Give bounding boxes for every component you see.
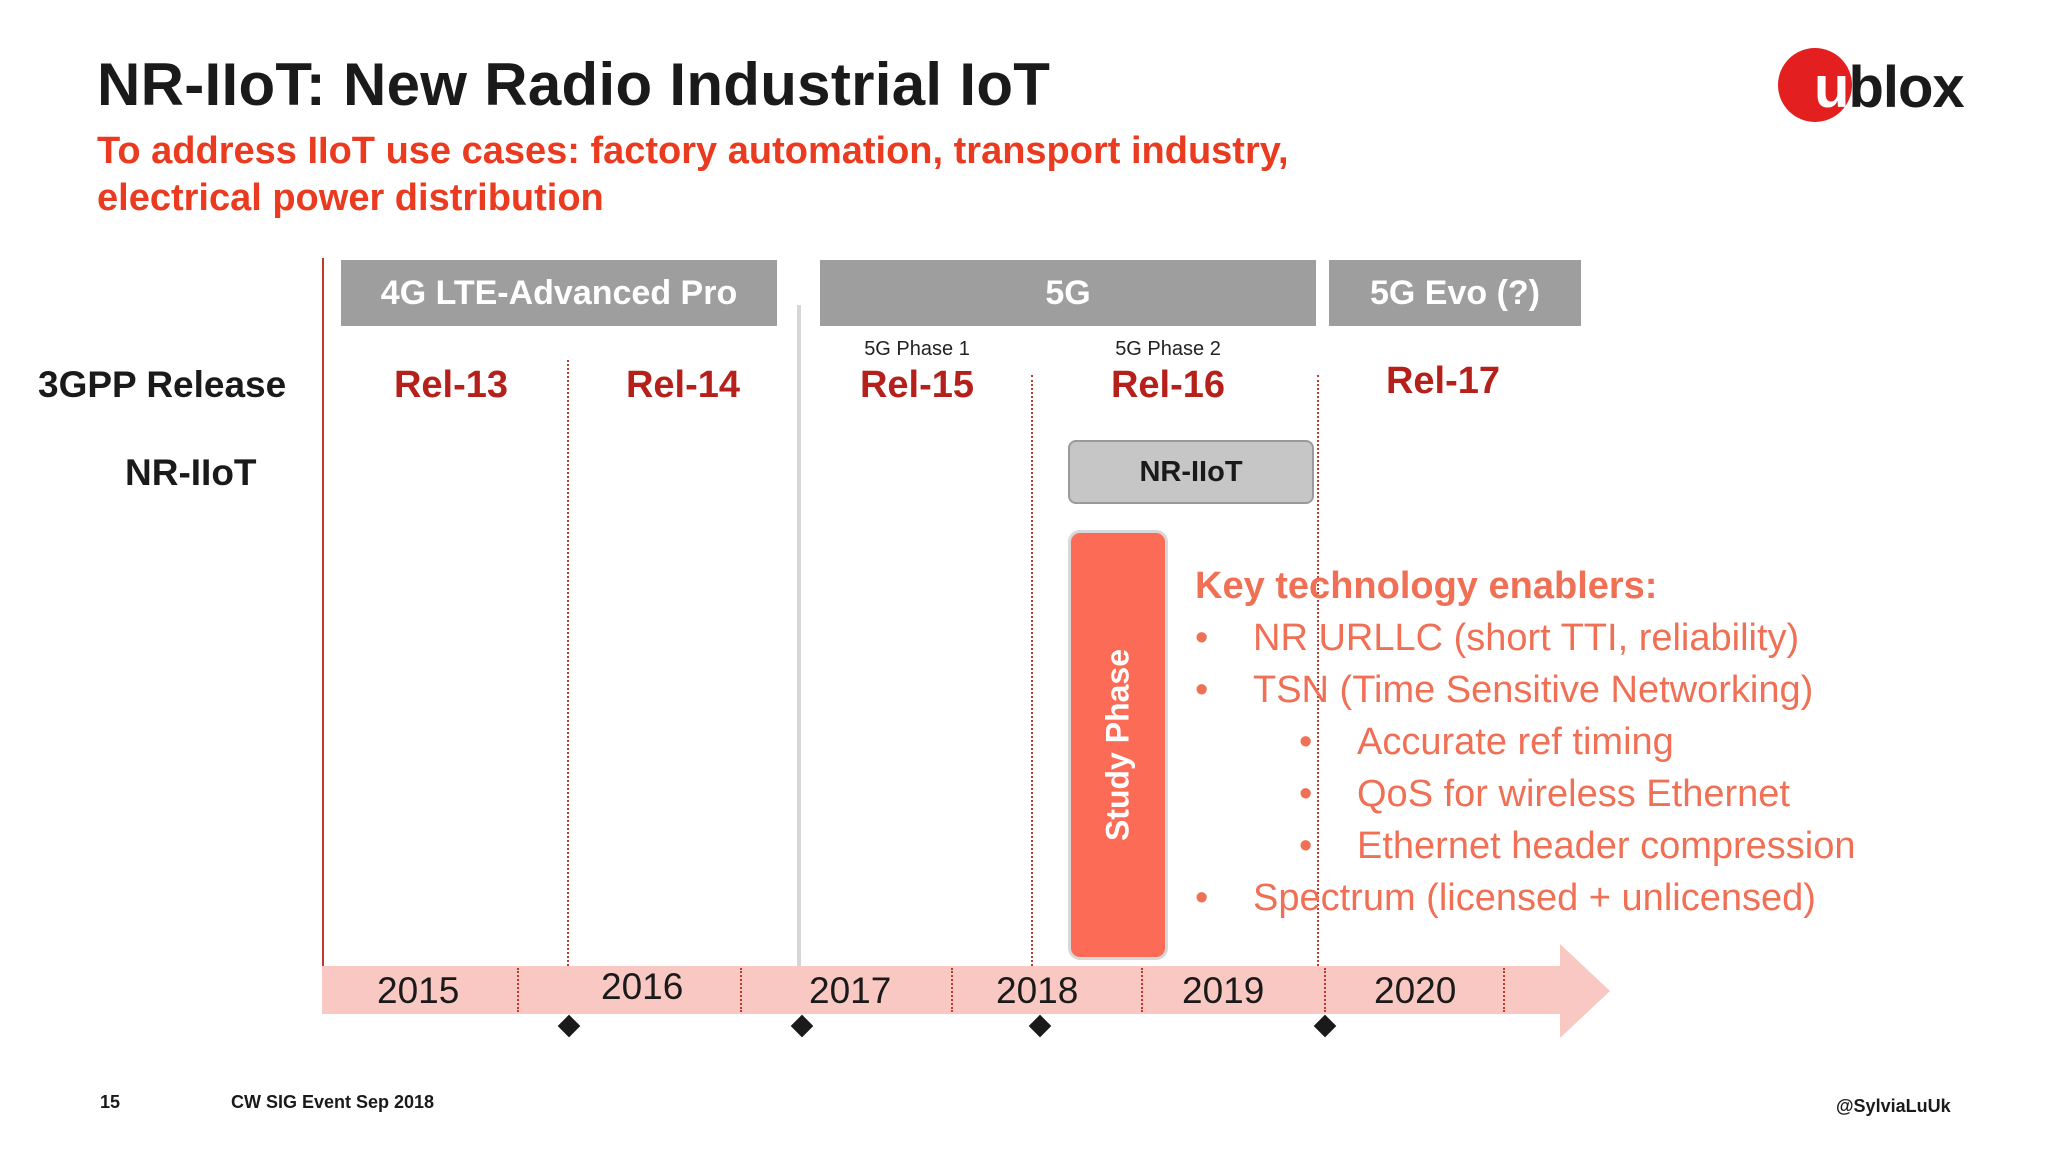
milestone-diamond-icon [1313,1014,1337,1038]
bullet-icon: • [1195,617,1209,659]
year-separator [1503,968,1505,1012]
enabler-subitem: • Accurate ref timing [1195,716,1856,768]
release-rel-17: Rel-17 [1385,360,1501,402]
divider-rel16-rel17 [1317,375,1319,966]
bullet-icon: • [1195,669,1209,711]
release-rel-13: Rel-13 [393,364,509,406]
era-5g: 5G [820,260,1316,326]
timeline-arrow-icon [1560,944,1610,1038]
timeline-bar [322,966,1562,1014]
bullet-icon: • [1299,773,1313,815]
divider-rel13-rel14 [567,360,569,966]
phase-label-2: 5G Phase 2 [1115,338,1221,360]
year-2016: 2016 [601,966,684,1007]
enabler-item: • TSN (Time Sensitive Networking) [1195,664,1856,716]
year-2017: 2017 [809,970,892,1011]
phase-label-1: 5G Phase 1 [864,338,970,360]
release-rel-16: Rel-16 [1110,364,1226,406]
year-separator [1324,968,1326,1012]
release-rel-15: Rel-15 [859,364,975,406]
milestone-diamond-icon [557,1014,581,1038]
year-separator [740,968,742,1012]
bullet-icon: • [1299,825,1313,867]
year-2020: 2020 [1374,970,1457,1011]
nriiot-bar: NR-IIoT [1068,440,1314,504]
era-4g-lte-advanced-pro: 4G LTE-Advanced Pro [341,260,777,326]
timeline-start-line [322,258,324,966]
bullet-icon: • [1299,721,1313,763]
enabler-subitem: • Ethernet header compression [1195,820,1856,872]
enabler-item: • NR URLLC (short TTI, reliability) [1195,612,1856,664]
logo-text: ublox [1814,55,1965,120]
study-phase-label: Study Phase [1099,648,1136,842]
bullet-icon: • [1195,877,1209,919]
enablers-heading: Key technology enablers: [1195,565,1658,607]
subtitle-line-2: electrical power distribution [97,177,604,219]
footer-event: CW SIG Event Sep 2018 [231,1092,435,1112]
slide-subtitle: To address IIoT use cases: factory autom… [97,128,1497,222]
logo-circle-icon [1778,48,1852,122]
era-5g-evo: 5G Evo (?) [1329,260,1581,326]
year-2015: 2015 [377,970,460,1011]
study-phase-bar: Study Phase [1068,530,1168,960]
year-separator [517,968,519,1012]
year-separator [951,968,953,1012]
milestone-diamond-icon [1028,1014,1052,1038]
key-enablers-list: Key technology enablers: • NR URLLC (shor… [1195,560,1856,924]
footer-handle: @SylviaLuUk [1836,1096,1951,1116]
release-rel-14: Rel-14 [625,364,741,406]
milestone-diamond-icon [790,1014,814,1038]
year-2018: 2018 [996,970,1079,1011]
page-number: 15 [100,1092,121,1112]
divider-4g-5g [797,305,801,966]
enabler-item: • Spectrum (licensed + unlicensed) [1195,872,1856,924]
year-separator [1141,968,1143,1012]
row-label-nriiot: NR-IIoT [125,452,257,493]
year-2019: 2019 [1182,970,1265,1011]
enabler-subitem: • QoS for wireless Ethernet [1195,768,1856,820]
subtitle-line-1: To address IIoT use cases: factory autom… [97,130,1289,172]
row-label-3gpp-release: 3GPP Release [38,364,287,405]
ublox-logo: ublox [1778,48,1978,128]
divider-rel15-rel16 [1031,375,1033,966]
slide-title: NR-IIoT: New Radio Industrial IoT [97,51,1051,118]
